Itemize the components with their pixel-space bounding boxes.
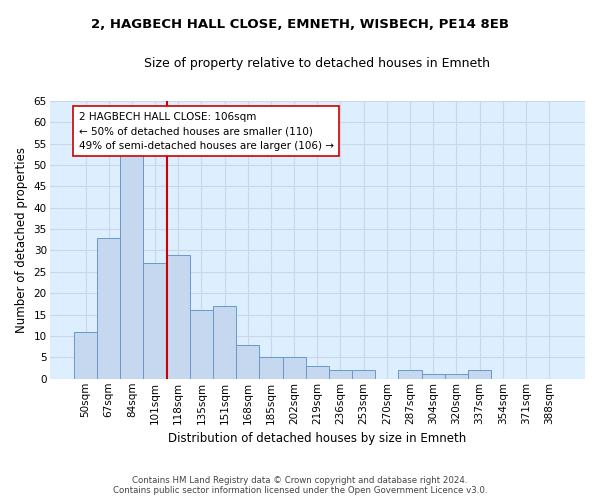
Text: Contains HM Land Registry data © Crown copyright and database right 2024.
Contai: Contains HM Land Registry data © Crown c…: [113, 476, 487, 495]
Bar: [120, 148, 143, 379]
Bar: [143, 264, 167, 379]
Bar: [468, 370, 491, 379]
Title: Size of property relative to detached houses in Emneth: Size of property relative to detached ho…: [144, 58, 490, 70]
Bar: [329, 370, 352, 379]
Bar: [236, 344, 259, 379]
Text: 2 HAGBECH HALL CLOSE: 106sqm
← 50% of detached houses are smaller (110)
49% of s: 2 HAGBECH HALL CLOSE: 106sqm ← 50% of de…: [79, 112, 334, 151]
X-axis label: Distribution of detached houses by size in Emneth: Distribution of detached houses by size …: [168, 432, 466, 445]
Bar: [422, 374, 445, 379]
Bar: [190, 310, 213, 379]
Bar: [283, 358, 306, 379]
Text: 2, HAGBECH HALL CLOSE, EMNETH, WISBECH, PE14 8EB: 2, HAGBECH HALL CLOSE, EMNETH, WISBECH, …: [91, 18, 509, 30]
Bar: [445, 374, 468, 379]
Bar: [306, 366, 329, 379]
Bar: [259, 358, 283, 379]
Bar: [97, 238, 120, 379]
Bar: [167, 255, 190, 379]
Bar: [213, 306, 236, 379]
Y-axis label: Number of detached properties: Number of detached properties: [15, 147, 28, 333]
Bar: [74, 332, 97, 379]
Bar: [398, 370, 422, 379]
Bar: [352, 370, 375, 379]
